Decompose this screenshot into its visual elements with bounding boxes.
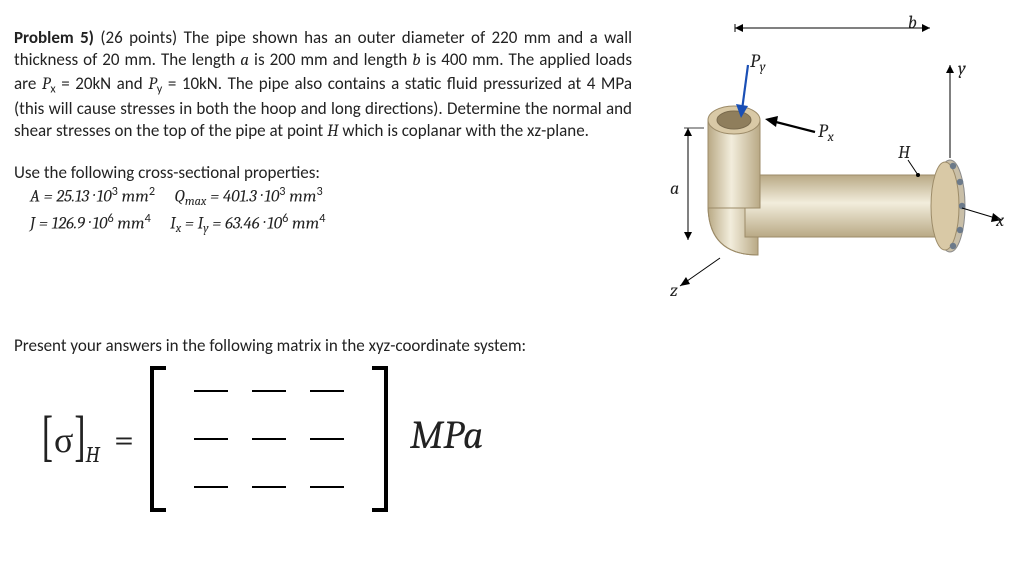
axis-y-label: y — [958, 58, 966, 79]
problem-title: Problem 5) — [14, 27, 94, 48]
blank-32 — [252, 486, 286, 488]
pipe-svg — [650, 10, 1010, 310]
unit-mpa: MPa — [410, 412, 484, 458]
dim-a-label: a — [670, 178, 679, 199]
blank-31 — [194, 486, 228, 488]
left-bracket-icon — [146, 364, 170, 514]
matrix-blanks — [182, 367, 356, 511]
cross-section-properties: Use the following cross-sectional proper… — [14, 162, 632, 238]
blank-11 — [194, 390, 228, 392]
blank-13 — [310, 390, 344, 392]
blank-21 — [194, 438, 228, 440]
axis-z-label: z — [670, 280, 678, 301]
right-bracket-icon — [368, 364, 392, 514]
force-py-label: Py — [750, 50, 765, 75]
points: (26 points) — [100, 27, 177, 48]
blank-23 — [310, 438, 344, 440]
blank-12 — [252, 390, 286, 392]
point-h-label: H — [898, 142, 910, 163]
dim-b-label: b — [908, 12, 917, 33]
stress-matrix-equation: [σ]H = MPa — [40, 364, 1010, 514]
present-answers-text: Present your answers in the following ma… — [14, 335, 1010, 356]
pipe-figure: b a z x y H Py Px — [650, 10, 1010, 315]
axis-x-label: x — [996, 210, 1004, 231]
force-px-label: Px — [818, 120, 834, 145]
problem-text: Problem 5) (26 points) The pipe shown ha… — [14, 27, 632, 144]
blank-33 — [310, 486, 344, 488]
blank-22 — [252, 438, 286, 440]
